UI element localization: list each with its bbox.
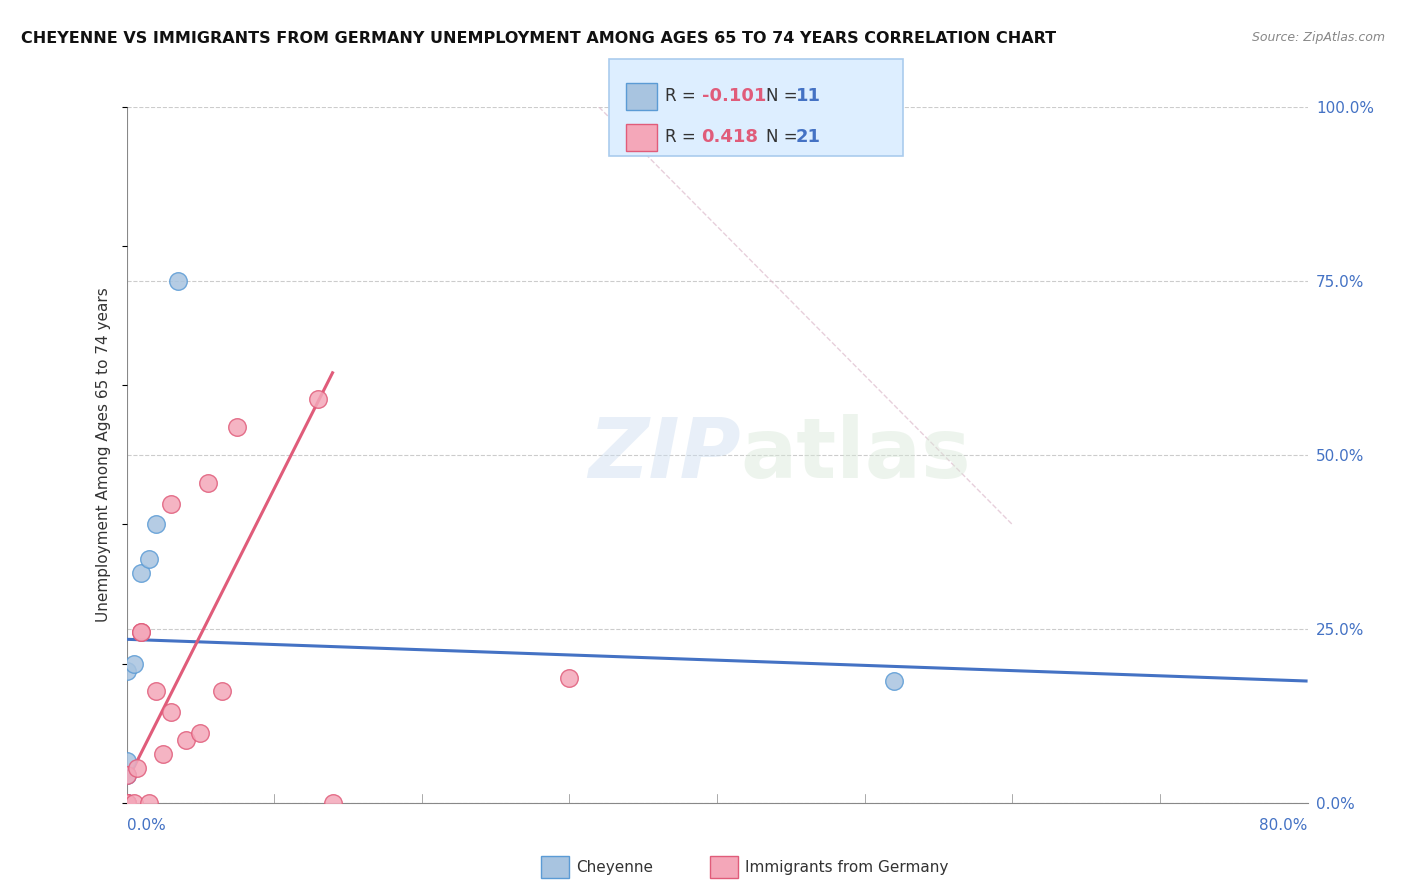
Point	[122, 796, 145, 810]
Point	[129, 566, 153, 581]
Point	[129, 625, 153, 640]
Text: 0.418: 0.418	[702, 128, 759, 146]
Point	[115, 796, 138, 810]
Point	[167, 274, 190, 288]
Text: 80.0%: 80.0%	[1260, 818, 1308, 832]
Point	[115, 768, 138, 782]
Point	[188, 726, 211, 740]
Point	[129, 625, 153, 640]
Point	[115, 754, 138, 768]
Point	[145, 684, 167, 698]
Text: R =: R =	[665, 128, 702, 146]
Point	[138, 552, 160, 566]
Text: Source: ZipAtlas.com: Source: ZipAtlas.com	[1251, 31, 1385, 45]
Text: atlas: atlas	[741, 415, 972, 495]
Point	[138, 796, 160, 810]
Point	[883, 674, 905, 689]
Point	[159, 497, 183, 511]
Point	[115, 796, 138, 810]
Point	[115, 796, 138, 810]
Point	[197, 475, 219, 490]
Point	[115, 796, 138, 810]
Point	[226, 420, 249, 434]
Text: -0.101: -0.101	[702, 87, 766, 105]
Text: N =: N =	[766, 128, 803, 146]
Text: Cheyenne: Cheyenne	[576, 860, 654, 874]
Y-axis label: Unemployment Among Ages 65 to 74 years: Unemployment Among Ages 65 to 74 years	[96, 287, 111, 623]
Point	[115, 796, 138, 810]
Text: ZIP: ZIP	[588, 415, 741, 495]
Text: R =: R =	[665, 87, 702, 105]
Text: Immigrants from Germany: Immigrants from Germany	[745, 860, 949, 874]
Point	[174, 733, 197, 747]
Point	[145, 517, 167, 532]
Point	[125, 761, 148, 775]
Text: 0.0%: 0.0%	[127, 818, 166, 832]
Point	[122, 657, 145, 671]
Point	[152, 747, 174, 761]
Text: 21: 21	[796, 128, 821, 146]
Point	[211, 684, 233, 698]
Point	[115, 664, 138, 678]
Text: 11: 11	[796, 87, 821, 105]
Text: CHEYENNE VS IMMIGRANTS FROM GERMANY UNEMPLOYMENT AMONG AGES 65 TO 74 YEARS CORRE: CHEYENNE VS IMMIGRANTS FROM GERMANY UNEM…	[21, 31, 1056, 46]
Point	[115, 768, 138, 782]
Text: N =: N =	[766, 87, 803, 105]
Point	[558, 671, 581, 685]
Point	[159, 706, 183, 720]
Point	[322, 796, 344, 810]
Point	[307, 392, 329, 407]
